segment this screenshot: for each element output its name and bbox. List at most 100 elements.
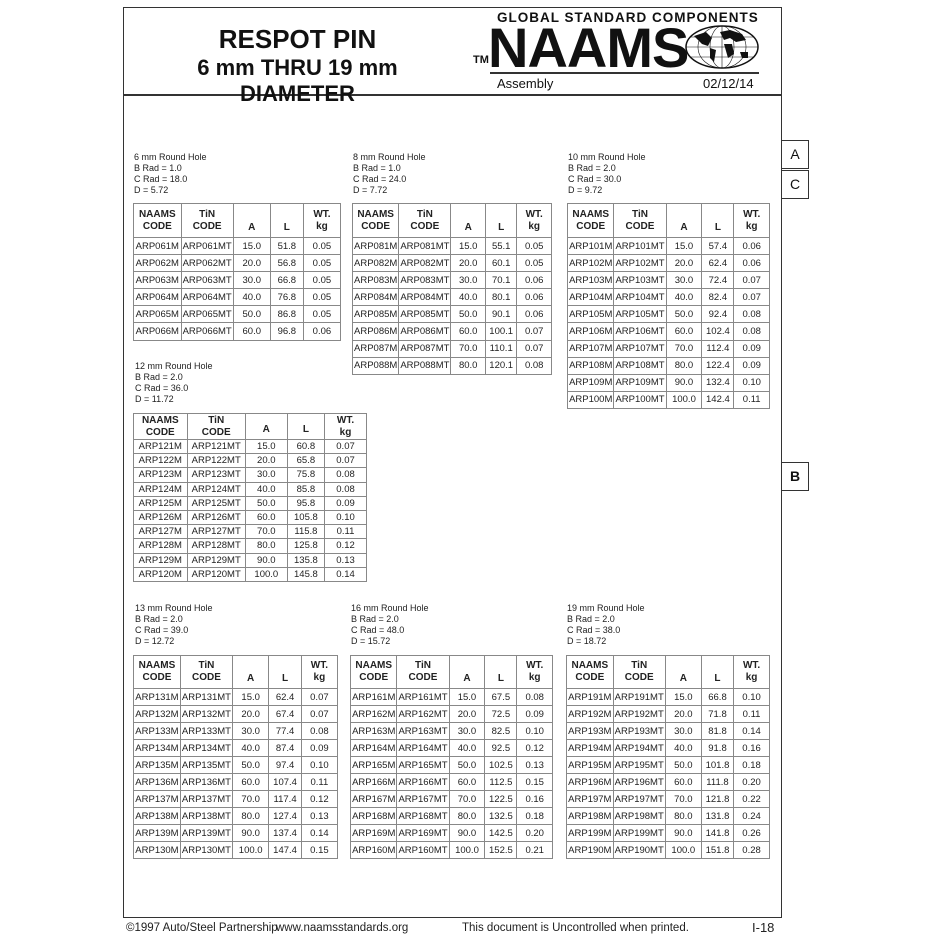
table-cell: 0.14 — [733, 722, 770, 740]
table-cell: 0.12 — [300, 790, 339, 808]
table-cell: ARP198MT — [612, 807, 666, 825]
column-header: NAAMS CODE — [133, 203, 182, 238]
table-cell: ARP165MT — [396, 756, 450, 774]
table-cell: ARP139M — [133, 824, 181, 842]
table-cell: 0.20 — [516, 824, 553, 842]
table-cell: ARP101MT — [613, 236, 667, 256]
table-cell: 20.0 — [664, 705, 702, 723]
table-cell: ARP164MT — [396, 739, 450, 757]
table-cell: ARP138MT — [179, 807, 233, 825]
table-cell: 50.0 — [664, 756, 702, 774]
table-row: ARP167M ARP167MT 70.0 122.5 0.16 — [349, 790, 553, 808]
spec-d: D = 11.72 — [135, 394, 174, 404]
table-cell: ARP086M — [351, 322, 400, 341]
table-cell: ARP125MT — [186, 495, 246, 511]
side-tab-b[interactable]: B — [781, 462, 809, 491]
table-cell: 0.05 — [302, 254, 342, 273]
table-cell: 30.0 — [664, 722, 702, 740]
table-cell: ARP133MT — [179, 722, 233, 740]
table-cell: 0.06 — [516, 305, 552, 324]
column-header: TiN CODE — [612, 655, 666, 689]
table-cell: ARP160M — [349, 841, 398, 859]
column-header: A — [231, 655, 270, 689]
table-cell: ARP087M — [351, 339, 400, 358]
table-cell: ARP081M — [351, 236, 400, 256]
table-cell: 110.1 — [484, 339, 518, 358]
table-cell: 30.0 — [450, 271, 486, 290]
table-cell: 0.07 — [516, 339, 552, 358]
table-cell: 30.0 — [231, 722, 270, 740]
table-cell: ARP129M — [133, 552, 188, 568]
table-cell: 132.5 — [484, 807, 518, 825]
table-row: ARP063M ARP063MT 30.0 66.8 0.05 — [133, 271, 342, 290]
table-cell: ARP081MT — [398, 236, 452, 256]
table-row: ARP109M ARP109MT 90.0 132.4 0.10 — [566, 373, 770, 392]
table-cell: 0.06 — [516, 288, 552, 307]
table-cell: 0.05 — [302, 271, 342, 290]
table-cell: 147.4 — [268, 841, 302, 859]
table-cell: ARP102M — [566, 254, 615, 273]
table-cell: 80.0 — [664, 807, 702, 825]
table-cell: ARP084M — [351, 288, 400, 307]
column-header: WT. kg — [302, 203, 342, 238]
table-cell: 20.0 — [231, 705, 270, 723]
table-row: ARP193M ARP193MT 30.0 81.8 0.14 — [566, 722, 770, 740]
table-cell: 51.8 — [269, 236, 304, 256]
table-cell: ARP197MT — [612, 790, 666, 808]
respot-pin-table: NAAMS CODE TiN CODE A L WT. kg ARP081M ARP081MT 15… — [351, 203, 552, 375]
table-cell: 86.8 — [269, 305, 304, 324]
table-header-row: NAAMS CODE TiN CODE A L WT. kg — [133, 413, 367, 440]
table-row: ARP127M ARP127MT 70.0 115.8 0.11 — [133, 524, 367, 540]
table-cell: ARP120M — [133, 566, 188, 582]
footer-copyright: ©1997 Auto/Steel Partnership — [126, 922, 278, 934]
table-cell: 0.07 — [733, 288, 770, 307]
table-cell: ARP137M — [133, 790, 181, 808]
table-cell: 91.8 — [700, 739, 735, 757]
table-row: ARP160M ARP160MT 100.0 152.5 0.21 — [349, 841, 553, 859]
column-header: WT. kg — [516, 203, 552, 238]
side-tab-a[interactable]: A — [781, 140, 809, 169]
spec-c-rad: C Rad = 30.0 — [568, 174, 622, 184]
table-cell: 0.10 — [300, 756, 339, 774]
document-date: 02/12/14 — [703, 76, 754, 91]
table-cell: 0.08 — [733, 322, 770, 341]
spec-b-rad: B Rad = 2.0 — [351, 614, 399, 624]
column-header: A — [448, 655, 486, 689]
table-header-row: NAAMS CODE TiN CODE A L WT. kg — [349, 655, 553, 689]
respot-pin-table: NAAMS CODE TiN CODE A L WT. kg ARP101M ARP101MT 15… — [566, 203, 770, 409]
column-header: TiN CODE — [396, 655, 450, 689]
table-cell: ARP128M — [133, 538, 188, 554]
table-cell: 40.0 — [450, 288, 486, 307]
table-cell: ARP085MT — [398, 305, 452, 324]
table-row: ARP085M ARP085MT 50.0 90.1 0.06 — [351, 305, 552, 324]
hole-spec-label: 19 mm Round Hole B Rad = 2.0 C Rad = 38.0 D… — [567, 603, 645, 647]
table-cell: 0.07 — [516, 322, 552, 341]
table-cell: 90.0 — [448, 824, 486, 842]
table-cell: 30.0 — [232, 271, 271, 290]
table-cell: 0.13 — [516, 756, 553, 774]
table-cell: 0.16 — [733, 739, 770, 757]
table-cell: ARP130MT — [179, 841, 233, 859]
table-cell: 85.8 — [286, 481, 326, 497]
table-cell: 122.5 — [484, 790, 518, 808]
footer-website[interactable]: www.naamsstandards.org — [276, 922, 409, 934]
column-header: TiN CODE — [398, 203, 452, 238]
table-cell: 60.0 — [231, 773, 270, 791]
respot-pin-table: NAAMS CODE TiN CODE A L WT. kg ARP161M ARP161MT 15… — [349, 655, 553, 859]
column-header: NAAMS CODE — [566, 655, 614, 689]
table-row: ARP106M ARP106MT 60.0 102.4 0.08 — [566, 322, 770, 341]
table-cell: 60.0 — [232, 322, 271, 341]
table-cell: ARP106MT — [613, 322, 667, 341]
side-tab-c[interactable]: C — [781, 170, 809, 199]
table-cell: ARP164M — [349, 739, 398, 757]
table-cell: ARP168MT — [396, 807, 450, 825]
table-row: ARP102M ARP102MT 20.0 62.4 0.06 — [566, 254, 770, 273]
table-cell: 0.07 — [300, 688, 339, 706]
table-cell: 0.21 — [516, 841, 553, 859]
table-cell: 30.0 — [448, 722, 486, 740]
table-cell: 0.13 — [324, 552, 367, 568]
table-cell: 15.0 — [448, 688, 486, 706]
table-cell: ARP191MT — [612, 688, 666, 706]
spec-b-rad: B Rad = 1.0 — [353, 163, 401, 173]
column-header: A — [450, 203, 486, 238]
